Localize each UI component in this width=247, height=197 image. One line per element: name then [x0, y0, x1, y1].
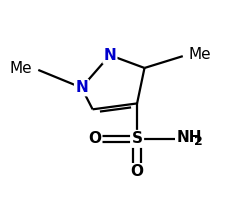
Text: O: O — [131, 164, 144, 179]
Text: Me: Me — [9, 61, 32, 76]
Text: Me: Me — [189, 47, 212, 62]
Text: S: S — [132, 131, 143, 146]
Text: 2: 2 — [194, 135, 203, 148]
Text: NH: NH — [177, 130, 202, 145]
Text: N: N — [75, 80, 88, 95]
Text: N: N — [103, 48, 116, 63]
Text: O: O — [89, 131, 102, 146]
